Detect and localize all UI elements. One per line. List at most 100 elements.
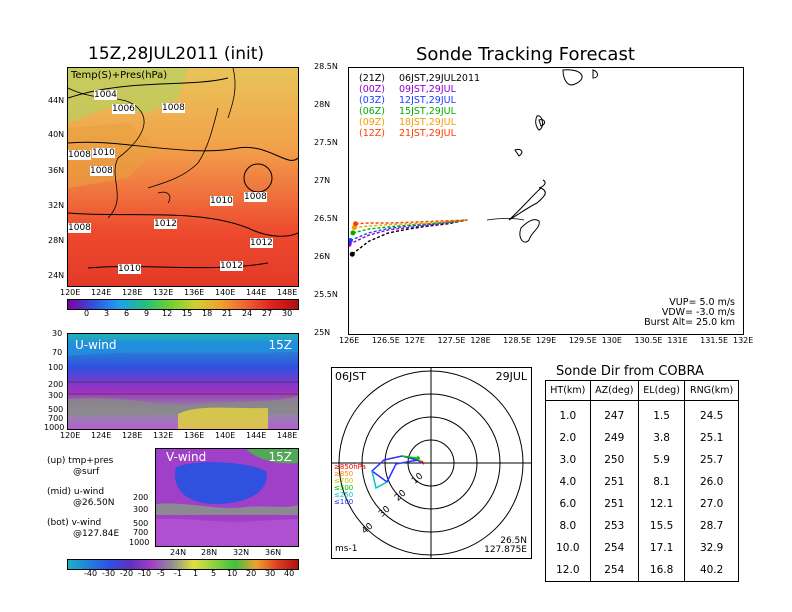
sonde-table: HT(km) AZ(deg) EL(deg) RNG(km) 1.0 247 1.5 24.… — [546, 381, 738, 581]
param-vdw: VDW= -3.0 m/s — [661, 307, 735, 318]
track-lat-tick: 25.5N — [314, 290, 338, 299]
uwind-panel: U-wind 15Z — [67, 333, 299, 430]
track-series-point — [350, 230, 356, 236]
lat-tick: 28N — [201, 548, 218, 557]
track-legend-item: (09Z) 18JST,29JUL — [359, 117, 480, 128]
overlay-label: Temp(S)+Pres(hPa) — [71, 70, 168, 81]
colorbar-tick: 21 — [222, 309, 233, 318]
track-lon-tick: 127.5E — [437, 336, 466, 345]
track-lon-tick: 132E — [733, 336, 754, 345]
colorbar-tick: 9 — [144, 309, 150, 318]
sonde-params: VUP= 5.0 m/s VDW= -3.0 m/s Burst Alt= 25… — [644, 298, 735, 328]
lat-tick: 40N — [48, 130, 65, 139]
track-lon-tick: 127E — [404, 336, 425, 345]
track-lon-tick: 129E — [536, 336, 557, 345]
table-cell: 250 — [589, 449, 639, 471]
param-burst-alt: Burst Alt= 25.0 km — [644, 317, 735, 328]
track-series-line — [352, 219, 468, 234]
pressure-tick: 1000 — [129, 538, 150, 547]
wind-colorbar-tick: 40 — [284, 569, 295, 578]
wind-colorbar-tick: -20 — [120, 569, 134, 578]
lat-tick: 24N — [48, 271, 65, 280]
wind-colorbar-tick: -1 — [174, 569, 182, 578]
isobar-label: 1008 — [162, 103, 185, 113]
lat-tick: 36N — [48, 166, 65, 175]
lon-tick: 132E — [153, 288, 174, 297]
sonde-table-header-cell: EL(deg) — [637, 381, 685, 401]
legend-time: 21JST,29JUL — [399, 128, 456, 139]
legend-code: (06Z) — [359, 106, 386, 117]
table-cell: 6.0 — [559, 498, 577, 510]
sonde-table-title: Sonde Dir from COBRA — [556, 364, 704, 379]
polar-units: ms-1 — [335, 544, 358, 554]
table-cell: 249 — [589, 427, 639, 449]
pressure-tick: 30 — [52, 329, 63, 338]
legend-code: (12Z) — [359, 128, 386, 139]
table-cell: 3.0 — [559, 454, 577, 466]
legend-code: (21Z) — [359, 73, 386, 84]
colorbar-tick: 24 — [242, 309, 253, 318]
legend-code: (03Z) — [359, 95, 386, 106]
isobar-label: 1004 — [94, 90, 117, 100]
track-legend: (21Z) 06JST,29JUL2011 (00Z) 09JST,29JUL (03Z… — [359, 73, 480, 139]
polar-time: 06JST — [335, 370, 366, 383]
level-legend: ≥850hPa ≥850 ≤700 ≤500 ≤250 ≤100 — [334, 464, 366, 506]
wind-colorbar — [67, 559, 299, 570]
level-legend-item: ≤250 — [334, 491, 354, 499]
pressure-tick: 200 — [48, 380, 64, 389]
level-legend-item: ≤500 — [334, 484, 354, 492]
track-legend-item: (03Z) 12JST,29JUL — [359, 95, 480, 106]
level-legend-item: ≤100 — [334, 498, 354, 506]
wind-colorbar-tick: 30 — [265, 569, 276, 578]
legend-code: (00Z) — [359, 84, 386, 95]
uwind-time: 15Z — [268, 338, 293, 352]
pressure-tick: 500 — [133, 519, 149, 528]
table-row: 1.0 247 1.5 24.5 — [546, 400, 738, 427]
polar-lat: 26.5N — [500, 536, 527, 546]
wind-colorbar-tick: -5 — [157, 569, 165, 578]
track-svg — [349, 69, 598, 257]
lat-tick: 44N — [48, 96, 65, 105]
track-lon-tick: 131E — [667, 336, 688, 345]
pressure-tick: 200 — [133, 493, 149, 502]
note-sub: @127.84E — [73, 529, 120, 539]
colorbar-tick: 15 — [182, 309, 193, 318]
track-series-group — [349, 219, 468, 257]
lat-tick: 32N — [48, 201, 65, 210]
vwind-panel: V-wind 15Z — [155, 448, 299, 547]
lon-tick: 128E — [122, 431, 143, 440]
track-lon-tick: 130E — [601, 336, 622, 345]
track-lat-tick: 28N — [314, 100, 331, 109]
table-cell: 247 — [589, 400, 639, 427]
lon-tick: 148E — [277, 431, 298, 440]
wind-colorbar-tick: -40 — [84, 569, 98, 578]
table-cell: 8.0 — [559, 520, 577, 532]
panel-notes: (up) tmp+pres @surf (mid) u-wind @26.50N… — [47, 456, 119, 540]
table-cell: 1.5 — [637, 400, 685, 427]
track-legend-item: (12Z) 21JST,29JUL — [359, 128, 480, 139]
track-series-line — [351, 219, 468, 255]
table-cell: 2.0 — [559, 432, 577, 444]
pressure-tick: 70 — [52, 348, 63, 357]
track-title: Sonde Tracking Forecast — [416, 44, 635, 65]
track-lat-tick: 27.5N — [314, 138, 338, 147]
vwind-time: 15Z — [268, 450, 293, 464]
lat-tick: 24N — [170, 548, 187, 557]
isobar-label: 1012 — [220, 261, 243, 271]
table-cell: 28.7 — [684, 515, 738, 537]
polar-svg — [332, 368, 531, 558]
colorbar-tick: 6 — [124, 309, 130, 318]
lon-tick: 140E — [215, 431, 236, 440]
lon-tick: 136E — [184, 431, 205, 440]
isobar-label: 1006 — [112, 104, 135, 114]
table-cell: 4.0 — [559, 476, 577, 488]
note-line: (up) tmp+pres — [47, 456, 114, 466]
legend-time: 06JST,29JUL2011 — [399, 73, 481, 84]
table-cell: 32.9 — [684, 537, 738, 559]
table-cell: 254 — [589, 537, 639, 559]
track-series-point — [349, 241, 352, 247]
pressure-tick: 300 — [133, 505, 149, 514]
pressure-tick: 100 — [48, 363, 64, 372]
track-legend-item: (21Z) 06JST,29JUL2011 — [359, 73, 480, 84]
track-lat-tick: 26.5N — [314, 214, 338, 223]
